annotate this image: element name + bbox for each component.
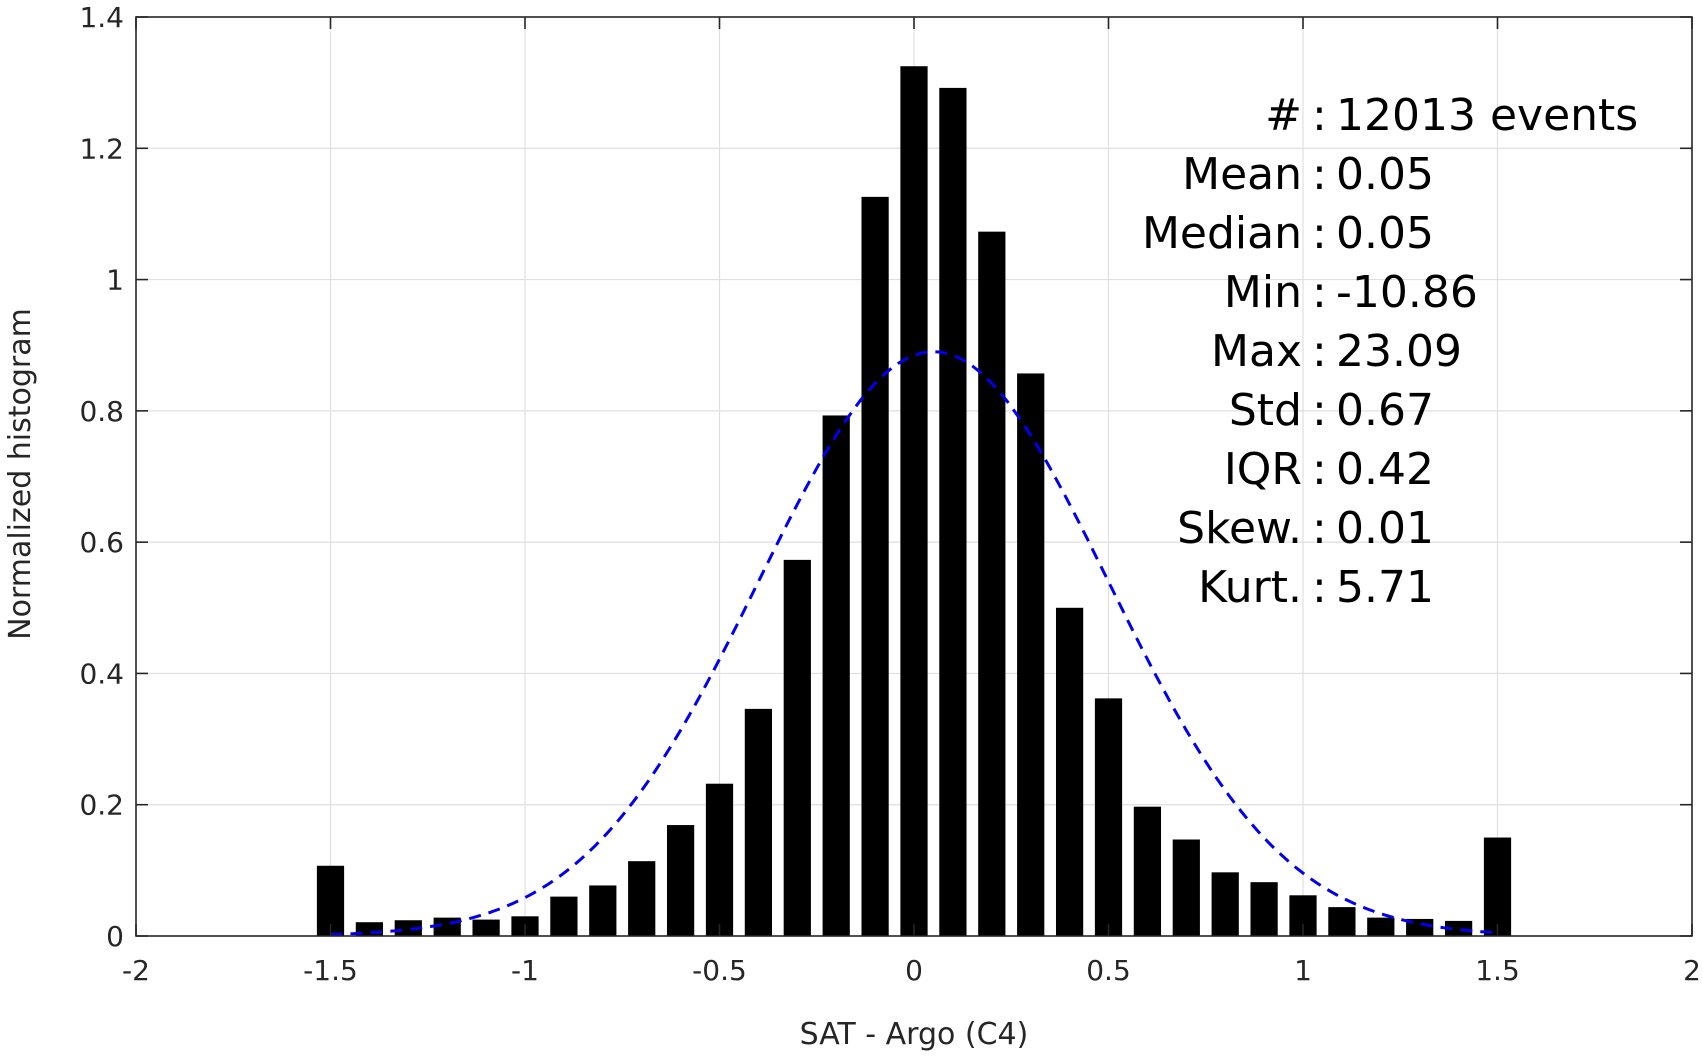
- stats-colon: :: [1312, 90, 1327, 141]
- y-tick-label: 0.6: [79, 526, 124, 559]
- stats-value: 23.09: [1336, 326, 1462, 377]
- stats-colon: :: [1312, 149, 1327, 200]
- histogram-bar: [900, 66, 928, 937]
- y-tick-label: 0.4: [79, 657, 124, 690]
- x-axis-title: SAT - Argo (C4): [800, 1017, 1029, 1052]
- stats-colon: :: [1312, 503, 1327, 554]
- histogram-bar: [1328, 907, 1356, 936]
- stats-label: Min: [1224, 267, 1302, 318]
- stats-label: Max: [1211, 326, 1302, 377]
- x-tick-label: -0.5: [692, 954, 747, 987]
- stats-value: 0.05: [1336, 208, 1434, 259]
- histogram-bar: [1094, 698, 1123, 936]
- bars: [316, 66, 1512, 937]
- stats-colon: :: [1312, 385, 1327, 436]
- histogram-bar: [744, 708, 773, 936]
- histogram-bar: [705, 783, 734, 936]
- histogram-bar: [783, 559, 811, 936]
- histogram-bar: [1055, 607, 1084, 936]
- histogram-bar: [589, 885, 617, 936]
- stats-colon: :: [1312, 444, 1327, 495]
- y-axis-title: Normalized histogram: [3, 308, 38, 640]
- axes: [135, 16, 1693, 937]
- x-tick-label: -2: [122, 954, 150, 987]
- stats-value: 0.67: [1336, 385, 1434, 436]
- y-tick-label: 0.2: [79, 789, 124, 822]
- histogram-bar: [472, 919, 500, 936]
- stats-label: Median: [1142, 208, 1302, 259]
- x-tick-label: 0: [905, 954, 923, 987]
- tick-labels: -2 -1.5 -1 -0.5 0 0.5 1 1.5 2 0 0.2 0.4 0.6 0.8 1 1.2 1.…: [79, 1, 1700, 987]
- stats-value: 0.01: [1336, 503, 1434, 554]
- x-tick-label: -1.5: [303, 954, 358, 987]
- stats-label: #: [1265, 90, 1302, 141]
- stats-value: -10.86: [1336, 267, 1478, 318]
- histogram-bar: [1483, 837, 1512, 936]
- x-tick-label: 2: [1683, 954, 1701, 987]
- histogram-bar: [822, 415, 850, 936]
- histogram-bar: [1133, 806, 1162, 936]
- gaussian-fit-line: [330, 350, 1498, 936]
- y-tick-label: 1.4: [79, 1, 124, 34]
- stats-colon: :: [1312, 562, 1327, 613]
- histogram-bar: [550, 896, 578, 936]
- y-tick-label: 0: [106, 920, 124, 953]
- stats-label: Kurt.: [1198, 562, 1302, 613]
- stats-colon: :: [1312, 267, 1327, 318]
- histogram-bar: [1444, 920, 1473, 936]
- y-tick-label: 1: [106, 264, 124, 297]
- histogram-bar: [978, 231, 1006, 936]
- histogram-bar: [666, 825, 695, 936]
- histogram-bar: [1172, 839, 1200, 936]
- histogram-bar: [394, 920, 422, 936]
- x-tick-label: 1.5: [1475, 954, 1520, 987]
- stats-colon: :: [1312, 326, 1327, 377]
- x-tick-label: 1: [1294, 954, 1312, 987]
- stats-value: 12013 events: [1336, 90, 1638, 141]
- histogram-bar: [1250, 882, 1278, 936]
- histogram-bar: [861, 196, 889, 936]
- stats-value: 5.71: [1336, 562, 1434, 613]
- histogram-bar: [1406, 918, 1434, 936]
- fit-curve: [330, 350, 1498, 936]
- stats-label: Mean: [1182, 149, 1302, 200]
- stats-label: IQR: [1224, 444, 1302, 495]
- y-tick-label: 1.2: [79, 132, 124, 165]
- stats-colon: :: [1312, 208, 1327, 259]
- histogram-bar: [1367, 917, 1395, 936]
- x-tick-label: -1: [511, 954, 539, 987]
- stats-label: Skew.: [1177, 503, 1302, 554]
- histogram-bar: [939, 87, 967, 936]
- stats-value: 0.05: [1336, 149, 1434, 200]
- x-tick-label: 0.5: [1086, 954, 1131, 987]
- stats-label: Std: [1229, 385, 1302, 436]
- histogram-bar: [1211, 872, 1239, 936]
- histogram-bar: [628, 861, 656, 936]
- histogram-bar: [1017, 373, 1045, 937]
- stats-value: 0.42: [1336, 444, 1434, 495]
- y-tick-label: 0.8: [79, 395, 124, 428]
